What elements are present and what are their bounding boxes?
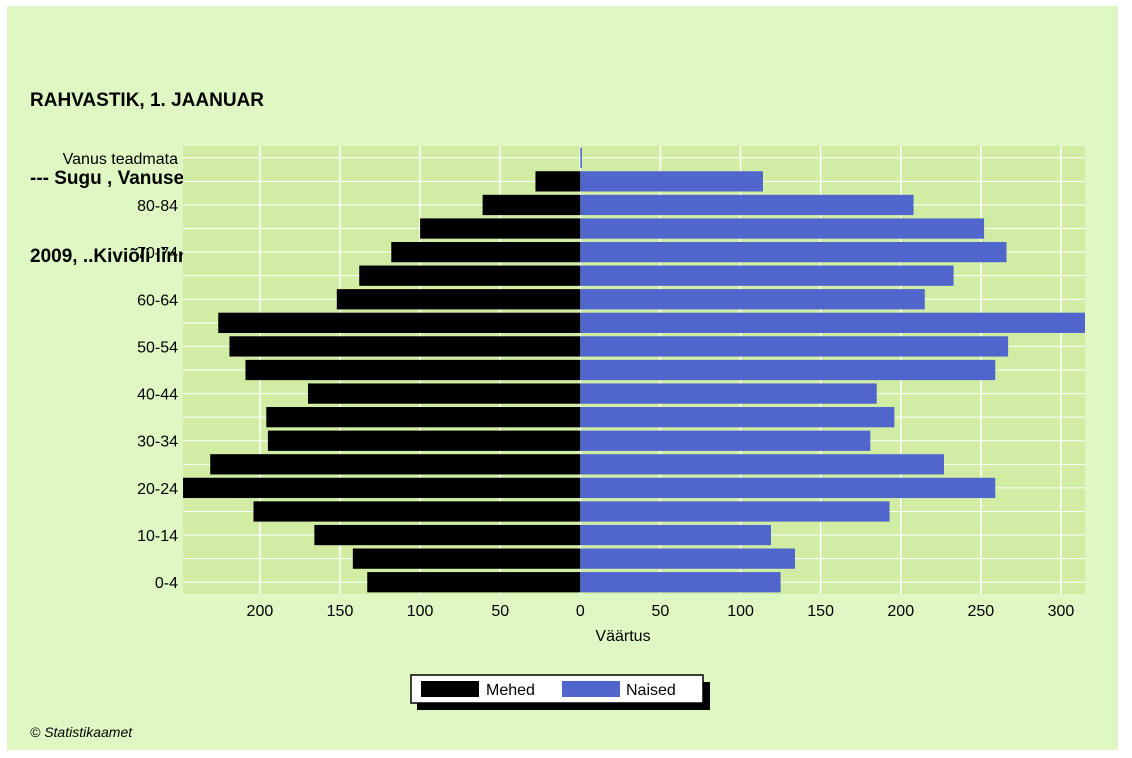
title-line-1: RAHVASTIK, 1. JAANUAR <box>30 90 265 111</box>
bar-naised <box>580 572 781 593</box>
bar-naised <box>580 241 1007 263</box>
x-tick-label: 200 <box>887 603 914 620</box>
bar-mehed <box>210 454 581 475</box>
bar-mehed <box>183 477 581 499</box>
bar-mehed <box>352 548 581 569</box>
bar-mehed <box>307 383 581 404</box>
bar-naised <box>580 171 763 192</box>
x-tick-label: 200 <box>247 603 274 620</box>
bar-naised <box>580 548 796 569</box>
y-tick-label: 40-44 <box>137 387 178 404</box>
bar-naised <box>580 312 1085 333</box>
bar-mehed <box>391 241 581 263</box>
bar-naised <box>580 430 871 451</box>
y-tick-label: 60-64 <box>137 292 178 309</box>
bar-naised <box>580 289 925 310</box>
x-tick-label: 100 <box>727 603 754 620</box>
bar-naised <box>580 524 771 546</box>
legend-label-mehed: Mehed <box>486 682 535 699</box>
y-tick-label: 20-24 <box>137 481 178 498</box>
bar-mehed <box>266 407 581 428</box>
bar-naised <box>580 194 914 216</box>
bar-naised <box>580 218 985 239</box>
bar-naised <box>580 383 877 404</box>
x-tick-label: 100 <box>407 603 434 620</box>
x-tick-label: 150 <box>807 603 834 620</box>
bar-mehed <box>367 572 581 593</box>
y-tick-label: 10-14 <box>137 528 178 545</box>
bar-naised <box>580 147 582 168</box>
y-axis-labels: Vanus teadmata 80-84 70-74 60-64 50-54 40-44 3… <box>63 151 178 592</box>
bar-naised <box>580 265 954 286</box>
y-tick-label: 30-34 <box>137 434 178 451</box>
bar-mehed <box>218 312 581 333</box>
x-tick-label: 250 <box>968 603 995 620</box>
bar-mehed <box>420 218 581 239</box>
legend-swatch-mehed <box>421 681 479 697</box>
x-axis-title: Väärtus <box>595 628 650 645</box>
x-tick-label: 150 <box>327 603 354 620</box>
y-tick-label: Vanus teadmata <box>63 151 178 168</box>
bar-naised <box>580 501 890 522</box>
bar-mehed <box>267 430 581 451</box>
legend-swatch-naised <box>562 681 620 697</box>
bar-naised <box>580 336 1009 357</box>
y-tick-label: 0-4 <box>155 575 178 592</box>
bar-mehed <box>245 359 581 381</box>
legend: Mehed Naised <box>410 674 710 710</box>
x-tick-label: 50 <box>491 603 509 620</box>
bar-mehed <box>314 524 581 546</box>
credit-text: © Statistikaamet <box>30 724 133 740</box>
bar-naised <box>580 477 996 499</box>
bar-mehed <box>229 336 581 357</box>
bar-naised <box>580 359 996 381</box>
x-tick-label: 50 <box>652 603 670 620</box>
bar-mehed <box>359 265 581 286</box>
bar-mehed <box>535 171 581 192</box>
x-tick-label: 0 <box>576 603 585 620</box>
x-axis-labels: 200 150 100 50 0 50 100 150 200 250 300 <box>247 603 1075 620</box>
bar-mehed <box>482 194 581 216</box>
x-tick-label: 300 <box>1048 603 1075 620</box>
bar-mehed <box>336 289 581 310</box>
bar-mehed <box>253 501 581 522</box>
legend-label-naised: Naised <box>626 682 676 699</box>
bar-naised <box>580 454 945 475</box>
y-tick-label: 70-74 <box>137 245 178 262</box>
y-tick-label: 80-84 <box>137 198 178 215</box>
bar-naised <box>580 407 895 428</box>
y-tick-label: 50-54 <box>137 339 178 356</box>
bars <box>183 147 1085 593</box>
